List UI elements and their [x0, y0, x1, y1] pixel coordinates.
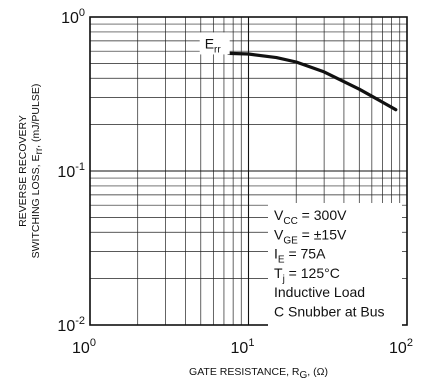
plot-frame: [89, 16, 408, 326]
curve-layer: Err: [199, 32, 398, 112]
y-axis-label-line2: SWITCHING LOSS, Err, (mJ/PULSE): [30, 84, 45, 259]
series-line-err: [227, 51, 398, 112]
conditions-bg: [268, 203, 402, 330]
axis-labels: GATE RESISTANCE, RG, (Ω) REVERSE RECOVERY…: [17, 84, 328, 381]
x-axis-label: GATE RESISTANCE, RG, (Ω): [189, 366, 328, 381]
y-tick-label: 10-2: [57, 315, 85, 335]
y-axis-label: REVERSE RECOVERY SWITCHING LOSS, Err, (mJ…: [17, 84, 45, 259]
series-label-err: Err: [205, 35, 222, 55]
y-axis-label-line1: REVERSE RECOVERY: [17, 115, 29, 227]
y-axis-ticks: 100 10-1 10-2: [57, 7, 85, 335]
condition-line: Tj = 125°C: [274, 265, 340, 285]
condition-line: VGE = ±15V: [274, 226, 347, 246]
x-axis-ticks: 100 101 102: [72, 337, 413, 357]
x-tick-label: 100: [72, 337, 96, 357]
condition-line: C Snubber at Bus: [274, 304, 385, 320]
x-tick-label: 102: [389, 337, 413, 357]
condition-line: IE = 75A: [274, 246, 326, 266]
y-tick-label: 100: [61, 7, 85, 27]
condition-line: VCC = 300V: [274, 207, 347, 227]
series-label-bg: [199, 32, 230, 55]
x-tick-label: 101: [231, 337, 255, 357]
y-tick-label: 10-1: [57, 161, 85, 181]
condition-line: Inductive Load: [274, 284, 365, 300]
